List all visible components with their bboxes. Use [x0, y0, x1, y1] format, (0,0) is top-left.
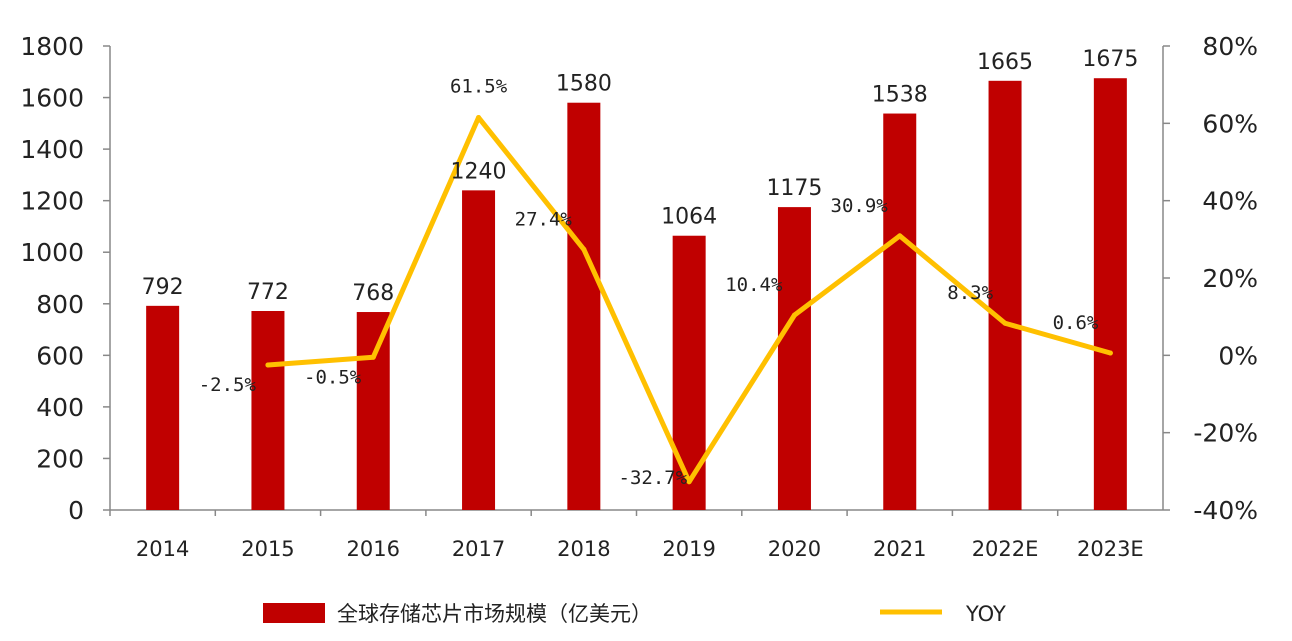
left-tick-label: 1400 — [20, 135, 84, 164]
left-tick-label: 1800 — [20, 32, 84, 61]
right-tick-label: 60% — [1202, 109, 1258, 138]
right-tick-label: 20% — [1202, 264, 1258, 293]
right-tick-label: -20% — [1193, 419, 1258, 448]
yoy-value-label: 61.5% — [450, 76, 508, 98]
yoy-value-label: 27.4% — [515, 208, 573, 230]
left-tick-label: 0 — [68, 496, 84, 525]
yoy-point — [581, 246, 587, 252]
bar — [462, 190, 496, 510]
legend-label-line: YOY — [965, 602, 1006, 626]
right-tick-label: 0% — [1218, 341, 1258, 370]
yoy-value-label: 8.3% — [947, 282, 993, 304]
yoy-point — [791, 312, 797, 318]
x-tick-label: 2015 — [241, 537, 294, 561]
yoy-point — [1002, 320, 1008, 326]
x-tick-label: 2018 — [557, 537, 610, 561]
left-tick-label: 1000 — [20, 238, 84, 267]
bar — [777, 207, 811, 510]
bar-value-label: 1675 — [1082, 47, 1138, 72]
left-tick-label: 400 — [36, 393, 84, 422]
bar — [1093, 78, 1127, 510]
yoy-point — [897, 233, 903, 239]
yoy-point — [265, 362, 271, 368]
yoy-value-label: -32.7% — [619, 467, 688, 489]
yoy-value-label: -0.5% — [304, 366, 362, 388]
bar-value-label: 792 — [142, 275, 184, 300]
bar — [251, 310, 285, 510]
x-tick-label: 2017 — [452, 537, 505, 561]
bar — [988, 80, 1022, 511]
x-tick-label: 2022E — [972, 537, 1039, 561]
right-tick-label: -40% — [1193, 496, 1258, 525]
bar-value-label: 1064 — [661, 205, 717, 230]
yoy-point — [1107, 350, 1113, 356]
x-tick-label: 2019 — [662, 537, 715, 561]
right-tick-label: 40% — [1202, 187, 1258, 216]
yoy-value-label: -2.5% — [199, 374, 257, 396]
yoy-value-label: 10.4% — [725, 274, 783, 296]
yoy-value-label: 0.6% — [1053, 312, 1099, 334]
legend: 全球存储芯片市场规模（亿美元） YOY — [263, 602, 1006, 626]
bar-value-label: 1240 — [451, 159, 507, 184]
bar-value-label: 772 — [247, 280, 289, 305]
data-labels: 792 772 768 1240 1580 1064 1175 1538 1665 1675 -2.… — [142, 47, 1139, 489]
bar-value-label: 1175 — [766, 176, 822, 201]
axes: 0 200 400 600 800 1000 1200 1400 1600 1800 -40% -20… — [20, 32, 1258, 561]
bar — [567, 102, 601, 510]
bar — [883, 113, 917, 510]
bar-value-label: 768 — [352, 281, 394, 306]
x-tick-label: 2014 — [136, 537, 189, 561]
bar-value-label: 1665 — [977, 50, 1033, 75]
bar — [356, 312, 390, 510]
yoy-line — [265, 115, 1113, 485]
yoy-point — [686, 479, 692, 485]
yoy-point — [476, 115, 482, 121]
x-tick-label: 2016 — [347, 537, 400, 561]
legend-swatch-bar — [263, 603, 325, 623]
x-tick-label: 2020 — [768, 537, 821, 561]
left-tick-label: 1200 — [20, 187, 84, 216]
x-tick-label: 2021 — [873, 537, 926, 561]
left-tick-label: 600 — [36, 341, 84, 370]
left-tick-label: 800 — [36, 290, 84, 319]
bars — [146, 78, 1127, 511]
legend-label-bar: 全球存储芯片市场规模（亿美元） — [337, 602, 652, 626]
yoy-value-label: 30.9% — [831, 195, 889, 217]
left-tick-label: 1600 — [20, 84, 84, 113]
yoy-point — [370, 354, 376, 360]
right-tick-label: 80% — [1202, 32, 1258, 61]
bar-value-label: 1538 — [872, 83, 928, 108]
bar-value-label: 1580 — [556, 72, 612, 97]
left-tick-label: 200 — [36, 444, 84, 473]
bar — [146, 305, 180, 510]
x-tick-label: 2023E — [1077, 537, 1144, 561]
